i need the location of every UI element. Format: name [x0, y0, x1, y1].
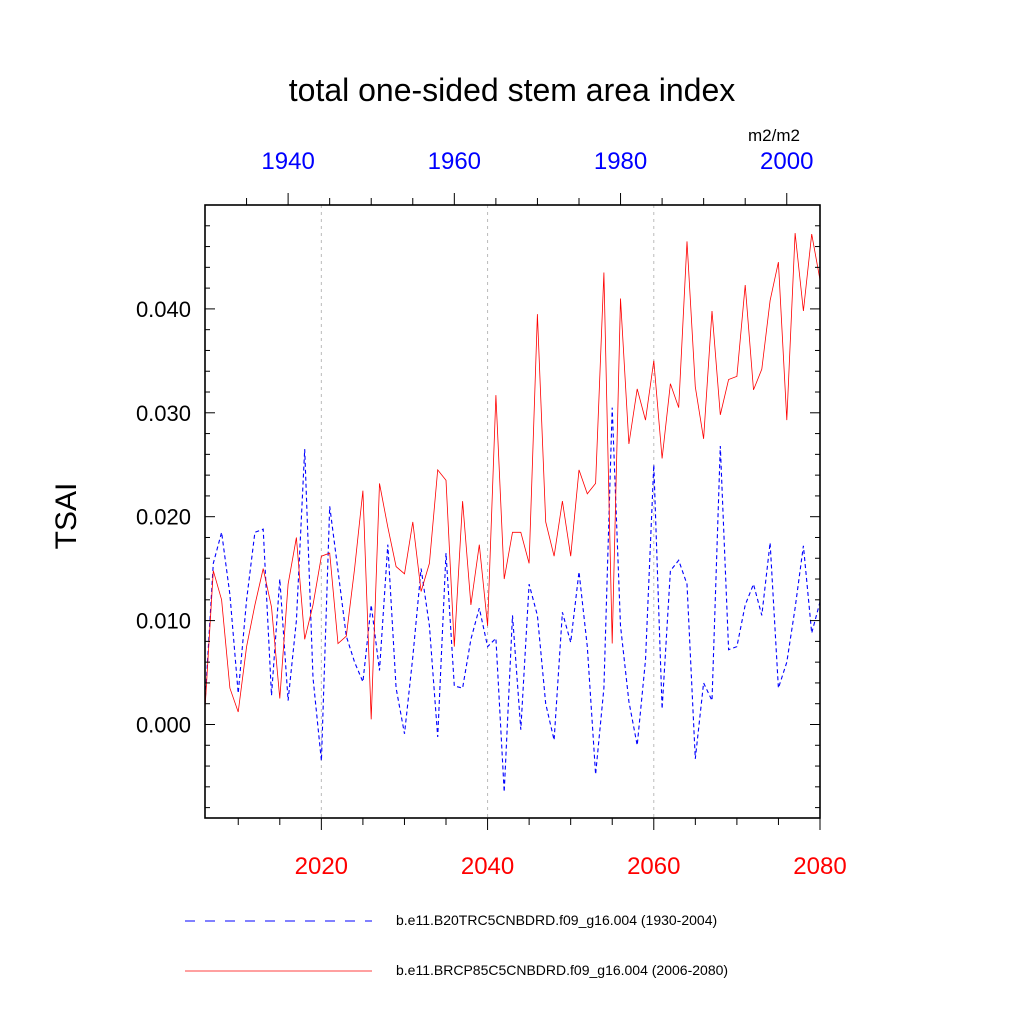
- y-tick-label: 0.020: [136, 505, 191, 530]
- series-lines: [204, 233, 821, 793]
- axes: 0.000 0.010 0.020 0.030 0.040 2020 2040 2060 208…: [136, 148, 847, 880]
- top-tick-label: 2000: [760, 148, 813, 175]
- chart-title: total one-sided stem area index: [288, 72, 736, 108]
- legend-label-historical: b.e11.B20TRC5CNBDRD.f09_g16.004 (1930-20…: [396, 912, 718, 928]
- bottom-tick-label: 2080: [793, 853, 846, 880]
- gridlines: [320, 205, 655, 818]
- bottom-tick-label: 2040: [461, 853, 514, 880]
- series-line-0: [204, 407, 821, 793]
- top-tick-label: 1960: [428, 148, 481, 175]
- legend: [185, 920, 372, 972]
- y-tick-label: 0.040: [136, 297, 191, 322]
- y-tick-label: 0.010: [136, 609, 191, 634]
- top-tick-label: 1940: [261, 148, 314, 175]
- series-line-1: [204, 233, 821, 720]
- y-tick-label: 0.030: [136, 401, 191, 426]
- bottom-tick-label: 2020: [295, 853, 348, 880]
- bottom-tick-label: 2060: [627, 853, 680, 880]
- y-tick-label: 0.000: [136, 712, 191, 737]
- units-label: m2/m2: [748, 126, 800, 145]
- top-tick-label: 1980: [594, 148, 647, 175]
- legend-label-rcp85: b.e11.BRCP85C5CNBDRD.f09_g16.004 (2006-2…: [396, 962, 729, 978]
- plot-frame: [204, 204, 821, 819]
